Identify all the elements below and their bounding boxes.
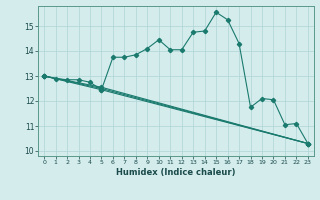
- X-axis label: Humidex (Indice chaleur): Humidex (Indice chaleur): [116, 168, 236, 177]
